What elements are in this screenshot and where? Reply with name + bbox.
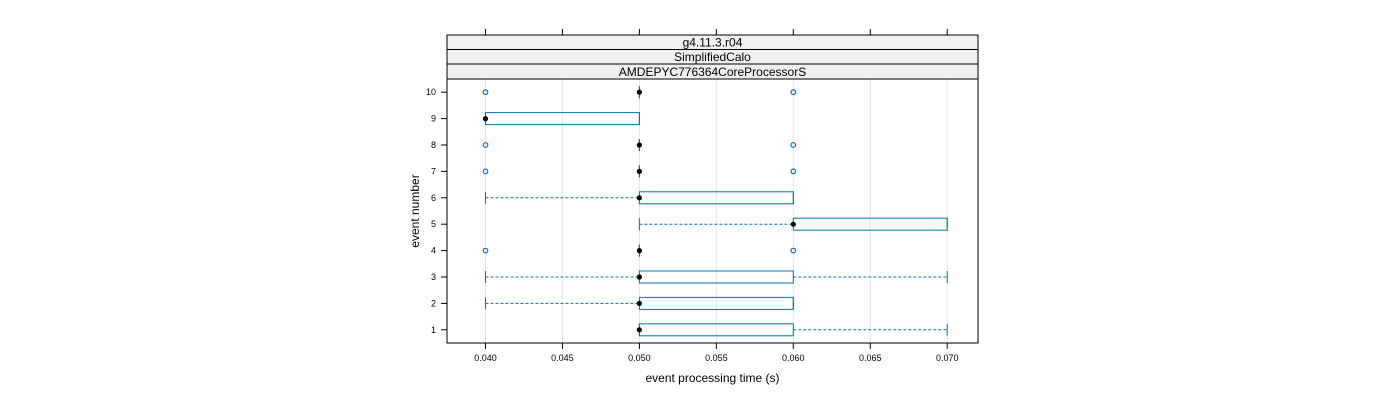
median-dot bbox=[790, 221, 796, 227]
median-dot bbox=[636, 274, 642, 280]
outlier-point bbox=[482, 168, 489, 175]
median-dot bbox=[636, 300, 642, 306]
y-axis-ticks bbox=[441, 91, 447, 331]
y-tick-label: 4 bbox=[431, 246, 436, 256]
median-dot bbox=[636, 248, 642, 254]
strip-label-cpu: AMDEPYC776364CoreProcessorS bbox=[619, 65, 806, 79]
x-tick-label: 0.050 bbox=[628, 353, 651, 363]
median-dot bbox=[636, 89, 642, 95]
y-tick-label: 10 bbox=[426, 87, 436, 97]
strip-box-cpu bbox=[446, 63, 979, 80]
x-tick-label: 0.060 bbox=[782, 353, 805, 363]
y-tick-label: 8 bbox=[431, 140, 436, 150]
strip-label-dataset: g4.11.3.r04 bbox=[683, 36, 743, 50]
x-axis-tick-labels: 0.040 0.045 0.050 0.055 0.060 0.065 0.070 bbox=[474, 353, 958, 363]
median-dot bbox=[636, 327, 642, 333]
y-axis-tick-labels: 1 2 3 4 5 6 7 8 9 10 bbox=[426, 87, 436, 335]
x-tick-label: 0.070 bbox=[936, 353, 959, 363]
y-tick-label: 2 bbox=[431, 298, 436, 308]
outlier-point bbox=[790, 168, 797, 175]
median-dot bbox=[636, 142, 642, 148]
y-tick-label: 1 bbox=[431, 325, 436, 335]
median-dot bbox=[636, 195, 642, 201]
outlier-point bbox=[790, 247, 797, 254]
median-dot bbox=[636, 168, 642, 174]
outlier-point bbox=[482, 89, 489, 96]
grid-lines bbox=[484, 79, 948, 343]
outlier-point bbox=[790, 89, 797, 96]
panel-strips: g4.11.3.r04 SimplifiedCalo AMDEPYC776364… bbox=[446, 34, 979, 80]
median-dot bbox=[482, 116, 489, 122]
y-tick-label: 5 bbox=[431, 219, 436, 229]
y-tick-label: 7 bbox=[431, 166, 436, 176]
y-axis-label: event number bbox=[408, 174, 422, 247]
y-tick-label: 3 bbox=[431, 272, 436, 282]
x-tick-label: 0.045 bbox=[551, 353, 574, 363]
outlier-point bbox=[482, 142, 489, 148]
x-axis-label: event processing time (s) bbox=[645, 371, 779, 385]
strip-label-test: SimplifiedCalo bbox=[674, 50, 751, 64]
x-tick-label: 0.055 bbox=[705, 353, 728, 363]
x-axis-top-ticks bbox=[484, 29, 948, 35]
y-tick-label: 9 bbox=[431, 114, 436, 124]
outliers bbox=[482, 89, 797, 254]
y-tick-label: 6 bbox=[431, 193, 436, 203]
x-tick-label: 0.065 bbox=[859, 353, 882, 363]
medians bbox=[482, 89, 796, 333]
x-tick-label: 0.040 bbox=[474, 353, 497, 363]
outlier-point bbox=[482, 247, 489, 254]
outlier-point bbox=[790, 142, 797, 148]
x-axis-bottom-ticks bbox=[484, 343, 948, 349]
